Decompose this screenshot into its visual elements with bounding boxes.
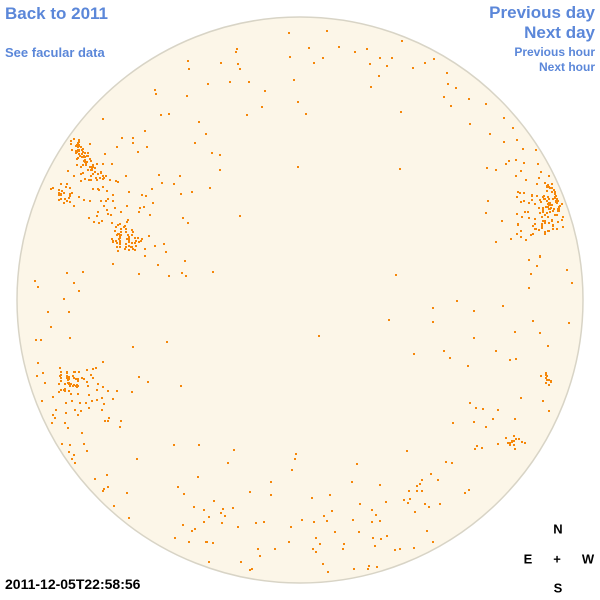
- next-day-link[interactable]: Next day: [524, 23, 595, 42]
- sunspot-dots: [34, 30, 573, 573]
- previous-hour-link[interactable]: Previous hour: [514, 45, 595, 59]
- compass-north-label: N: [553, 521, 563, 537]
- compass-south-label: S: [553, 580, 563, 596]
- compass-east-label: E: [523, 551, 533, 567]
- facular-data-link[interactable]: See facular data: [5, 45, 105, 60]
- back-to-year-link[interactable]: Back to 2011: [5, 4, 109, 23]
- observation-timestamp: 2011-12-05T22:58:56: [5, 576, 141, 592]
- previous-day-link[interactable]: Previous day: [489, 3, 595, 22]
- next-hour-link[interactable]: Next hour: [538, 60, 595, 74]
- compass-west-label: W: [581, 551, 595, 567]
- compass-center-cross: +: [553, 551, 561, 567]
- hour-navigation: Previous hour Next hour: [514, 45, 595, 75]
- solar-disk: [16, 16, 584, 584]
- day-navigation: Previous day Next day: [489, 3, 595, 43]
